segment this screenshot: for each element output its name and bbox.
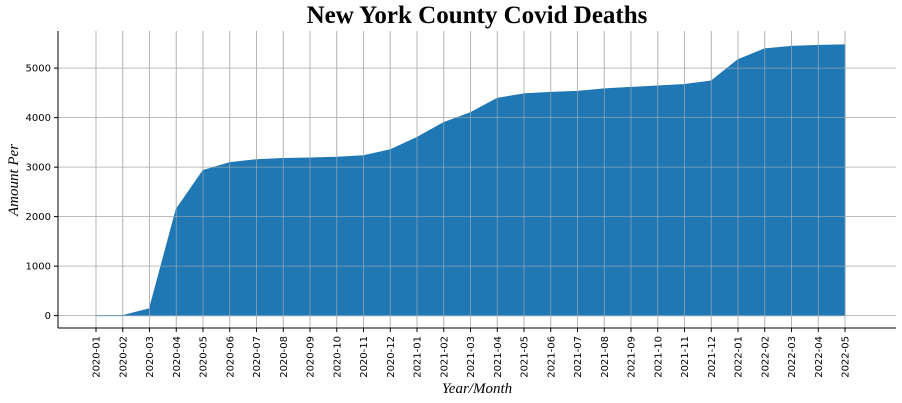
x-tick-label: 2020-12 (386, 336, 397, 378)
x-tick-label: 2020-06 (225, 336, 236, 378)
chart-title: New York County Covid Deaths (307, 2, 648, 29)
x-ticks: 2020-01 2020-02 2020-03 2020-04 2020-05 2020-… (92, 328, 852, 378)
y-tick-label: 4000 (26, 113, 51, 124)
x-tick-label: 2020-03 (145, 336, 156, 378)
x-tick-label: 2020-02 (118, 336, 129, 378)
x-tick-label: 2022-05 (841, 336, 852, 378)
x-tick-label: 2021-06 (546, 336, 557, 378)
y-axis-label: Amount Per (6, 144, 22, 217)
y-tick-label: 3000 (26, 163, 51, 174)
x-tick-label: 2021-07 (573, 336, 584, 378)
y-ticks: 0 1000 2000 3000 4000 5000 (26, 64, 58, 322)
y-tick-label: 5000 (26, 64, 51, 75)
x-tick-label: 2021-09 (627, 336, 638, 378)
x-tick-label: 2021-03 (466, 336, 477, 378)
grid-overlay (58, 31, 896, 328)
x-tick-label: 2021-11 (680, 336, 691, 378)
x-tick-label: 2022-02 (760, 336, 771, 378)
x-tick-label: 2021-05 (520, 336, 531, 378)
x-tick-label: 2020-07 (252, 336, 263, 378)
y-tick-label: 1000 (26, 262, 51, 273)
x-tick-label: 2021-12 (707, 336, 718, 378)
x-tick-label: 2020-09 (306, 336, 317, 378)
y-tick-label: 0 (45, 311, 51, 322)
x-tick-label: 2020-08 (279, 336, 290, 378)
y-tick-label: 2000 (26, 212, 51, 223)
x-tick-label: 2020-10 (332, 336, 343, 378)
x-tick-label: 2022-03 (787, 336, 798, 378)
x-tick-label: 2020-05 (199, 336, 210, 378)
x-tick-label: 2020-11 (359, 336, 370, 378)
x-tick-label: 2021-04 (493, 336, 504, 378)
x-tick-label: 2021-01 (413, 336, 424, 378)
x-tick-label: 2020-01 (92, 336, 103, 378)
x-tick-label: 2022-04 (814, 336, 825, 378)
x-tick-label: 2021-10 (653, 336, 664, 378)
x-axis-label: Year/Month (442, 381, 512, 397)
x-tick-label: 2021-02 (439, 336, 450, 378)
x-tick-label: 2022-01 (734, 336, 745, 378)
axes-spines (57, 31, 896, 329)
x-tick-label: 2020-04 (172, 336, 183, 378)
x-tick-label: 2021-08 (600, 336, 611, 378)
